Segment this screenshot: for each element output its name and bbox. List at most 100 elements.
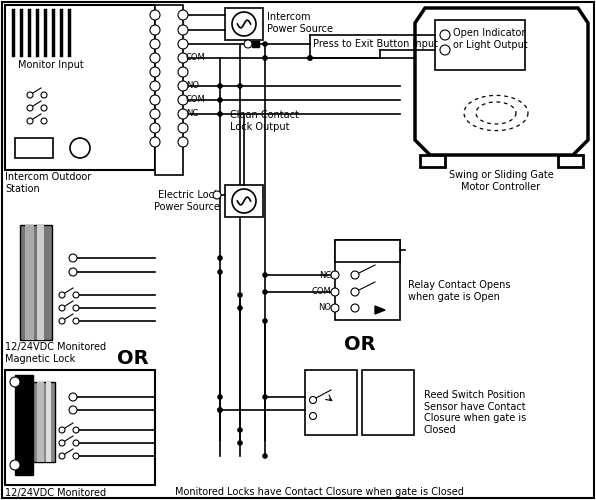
- Circle shape: [262, 289, 268, 295]
- Circle shape: [178, 53, 188, 63]
- Text: Relay Contact Opens
when gate is Open: Relay Contact Opens when gate is Open: [408, 280, 511, 301]
- Text: Press to Exit Button Input: Press to Exit Button Input: [313, 39, 438, 49]
- Circle shape: [73, 292, 79, 298]
- Text: Reed Switch Position
Sensor have Contact
Closure when gate is
Closed: Reed Switch Position Sensor have Contact…: [424, 390, 526, 435]
- Circle shape: [73, 318, 79, 324]
- Circle shape: [73, 305, 79, 311]
- Text: Monitored Locks have Contact Closure when gate is Closed: Monitored Locks have Contact Closure whe…: [175, 487, 464, 497]
- Circle shape: [331, 271, 339, 279]
- Text: Open Indicator
or Light Output: Open Indicator or Light Output: [453, 28, 527, 50]
- Text: COM: COM: [186, 96, 206, 104]
- Circle shape: [232, 12, 256, 36]
- Circle shape: [70, 138, 90, 158]
- Bar: [155, 5, 183, 175]
- Circle shape: [69, 393, 77, 401]
- Circle shape: [150, 25, 160, 35]
- Circle shape: [237, 427, 243, 433]
- Bar: [225, 185, 263, 217]
- Circle shape: [309, 396, 316, 404]
- Circle shape: [262, 394, 268, 400]
- Text: Swing or Sliding Gate
Motor Controller: Swing or Sliding Gate Motor Controller: [449, 170, 553, 192]
- Circle shape: [178, 109, 188, 119]
- Circle shape: [244, 40, 252, 48]
- Circle shape: [217, 255, 223, 261]
- Circle shape: [59, 440, 65, 446]
- Bar: [335, 240, 400, 262]
- Circle shape: [178, 39, 188, 49]
- Circle shape: [59, 318, 65, 324]
- Circle shape: [150, 95, 160, 105]
- Circle shape: [73, 427, 79, 433]
- Circle shape: [27, 105, 33, 111]
- Circle shape: [237, 83, 243, 89]
- Circle shape: [351, 271, 359, 279]
- Circle shape: [150, 137, 160, 147]
- Text: Monitor Input: Monitor Input: [18, 60, 84, 70]
- Circle shape: [59, 427, 65, 433]
- Text: COM: COM: [311, 288, 331, 296]
- Circle shape: [232, 189, 256, 213]
- Bar: [558, 155, 583, 167]
- Circle shape: [262, 272, 268, 278]
- Circle shape: [351, 288, 359, 296]
- Circle shape: [217, 407, 223, 413]
- Text: COM: COM: [186, 54, 206, 62]
- Circle shape: [150, 53, 160, 63]
- Circle shape: [309, 412, 316, 420]
- Circle shape: [178, 123, 188, 133]
- Circle shape: [150, 10, 160, 20]
- Circle shape: [331, 304, 339, 312]
- Circle shape: [331, 288, 339, 296]
- Bar: [5, 370, 155, 485]
- Circle shape: [178, 67, 188, 77]
- Text: Electric Lock
Power Source: Electric Lock Power Source: [154, 190, 220, 212]
- Circle shape: [59, 292, 65, 298]
- Circle shape: [41, 118, 47, 124]
- Circle shape: [217, 97, 223, 103]
- Circle shape: [262, 41, 268, 47]
- Circle shape: [262, 318, 268, 324]
- Circle shape: [237, 292, 243, 298]
- Bar: [33, 382, 55, 462]
- Text: 12/24VDC Monitored
Electric Strike Lock: 12/24VDC Monitored Electric Strike Lock: [5, 488, 106, 500]
- Bar: [20, 225, 52, 340]
- Text: OR: OR: [117, 348, 149, 368]
- Bar: [46, 382, 51, 462]
- Circle shape: [41, 105, 47, 111]
- Bar: [225, 8, 263, 40]
- Circle shape: [440, 30, 450, 40]
- Polygon shape: [375, 306, 385, 314]
- Circle shape: [150, 67, 160, 77]
- Text: Clean Contact
Lock Output: Clean Contact Lock Output: [230, 110, 299, 132]
- Circle shape: [59, 305, 65, 311]
- Circle shape: [262, 453, 268, 459]
- Circle shape: [217, 407, 223, 413]
- Circle shape: [217, 111, 223, 117]
- Circle shape: [217, 394, 223, 400]
- Circle shape: [27, 118, 33, 124]
- Circle shape: [69, 268, 77, 276]
- Text: 12/24VDC Monitored
Magnetic Lock: 12/24VDC Monitored Magnetic Lock: [5, 342, 106, 363]
- Text: OR: OR: [344, 336, 376, 354]
- Bar: [37, 382, 44, 462]
- Polygon shape: [415, 8, 588, 155]
- Bar: [5, 5, 155, 170]
- Circle shape: [73, 440, 79, 446]
- Circle shape: [150, 109, 160, 119]
- Circle shape: [59, 453, 65, 459]
- Circle shape: [440, 45, 450, 55]
- Circle shape: [178, 10, 188, 20]
- Circle shape: [217, 269, 223, 275]
- Bar: [25, 225, 34, 340]
- Circle shape: [262, 55, 268, 61]
- Circle shape: [150, 123, 160, 133]
- Circle shape: [217, 83, 223, 89]
- Bar: [15, 138, 53, 158]
- Circle shape: [73, 453, 79, 459]
- Circle shape: [10, 377, 20, 387]
- Circle shape: [69, 406, 77, 414]
- Text: NC: NC: [319, 270, 331, 280]
- Bar: [305, 370, 357, 435]
- Circle shape: [150, 81, 160, 91]
- Bar: [252, 41, 259, 47]
